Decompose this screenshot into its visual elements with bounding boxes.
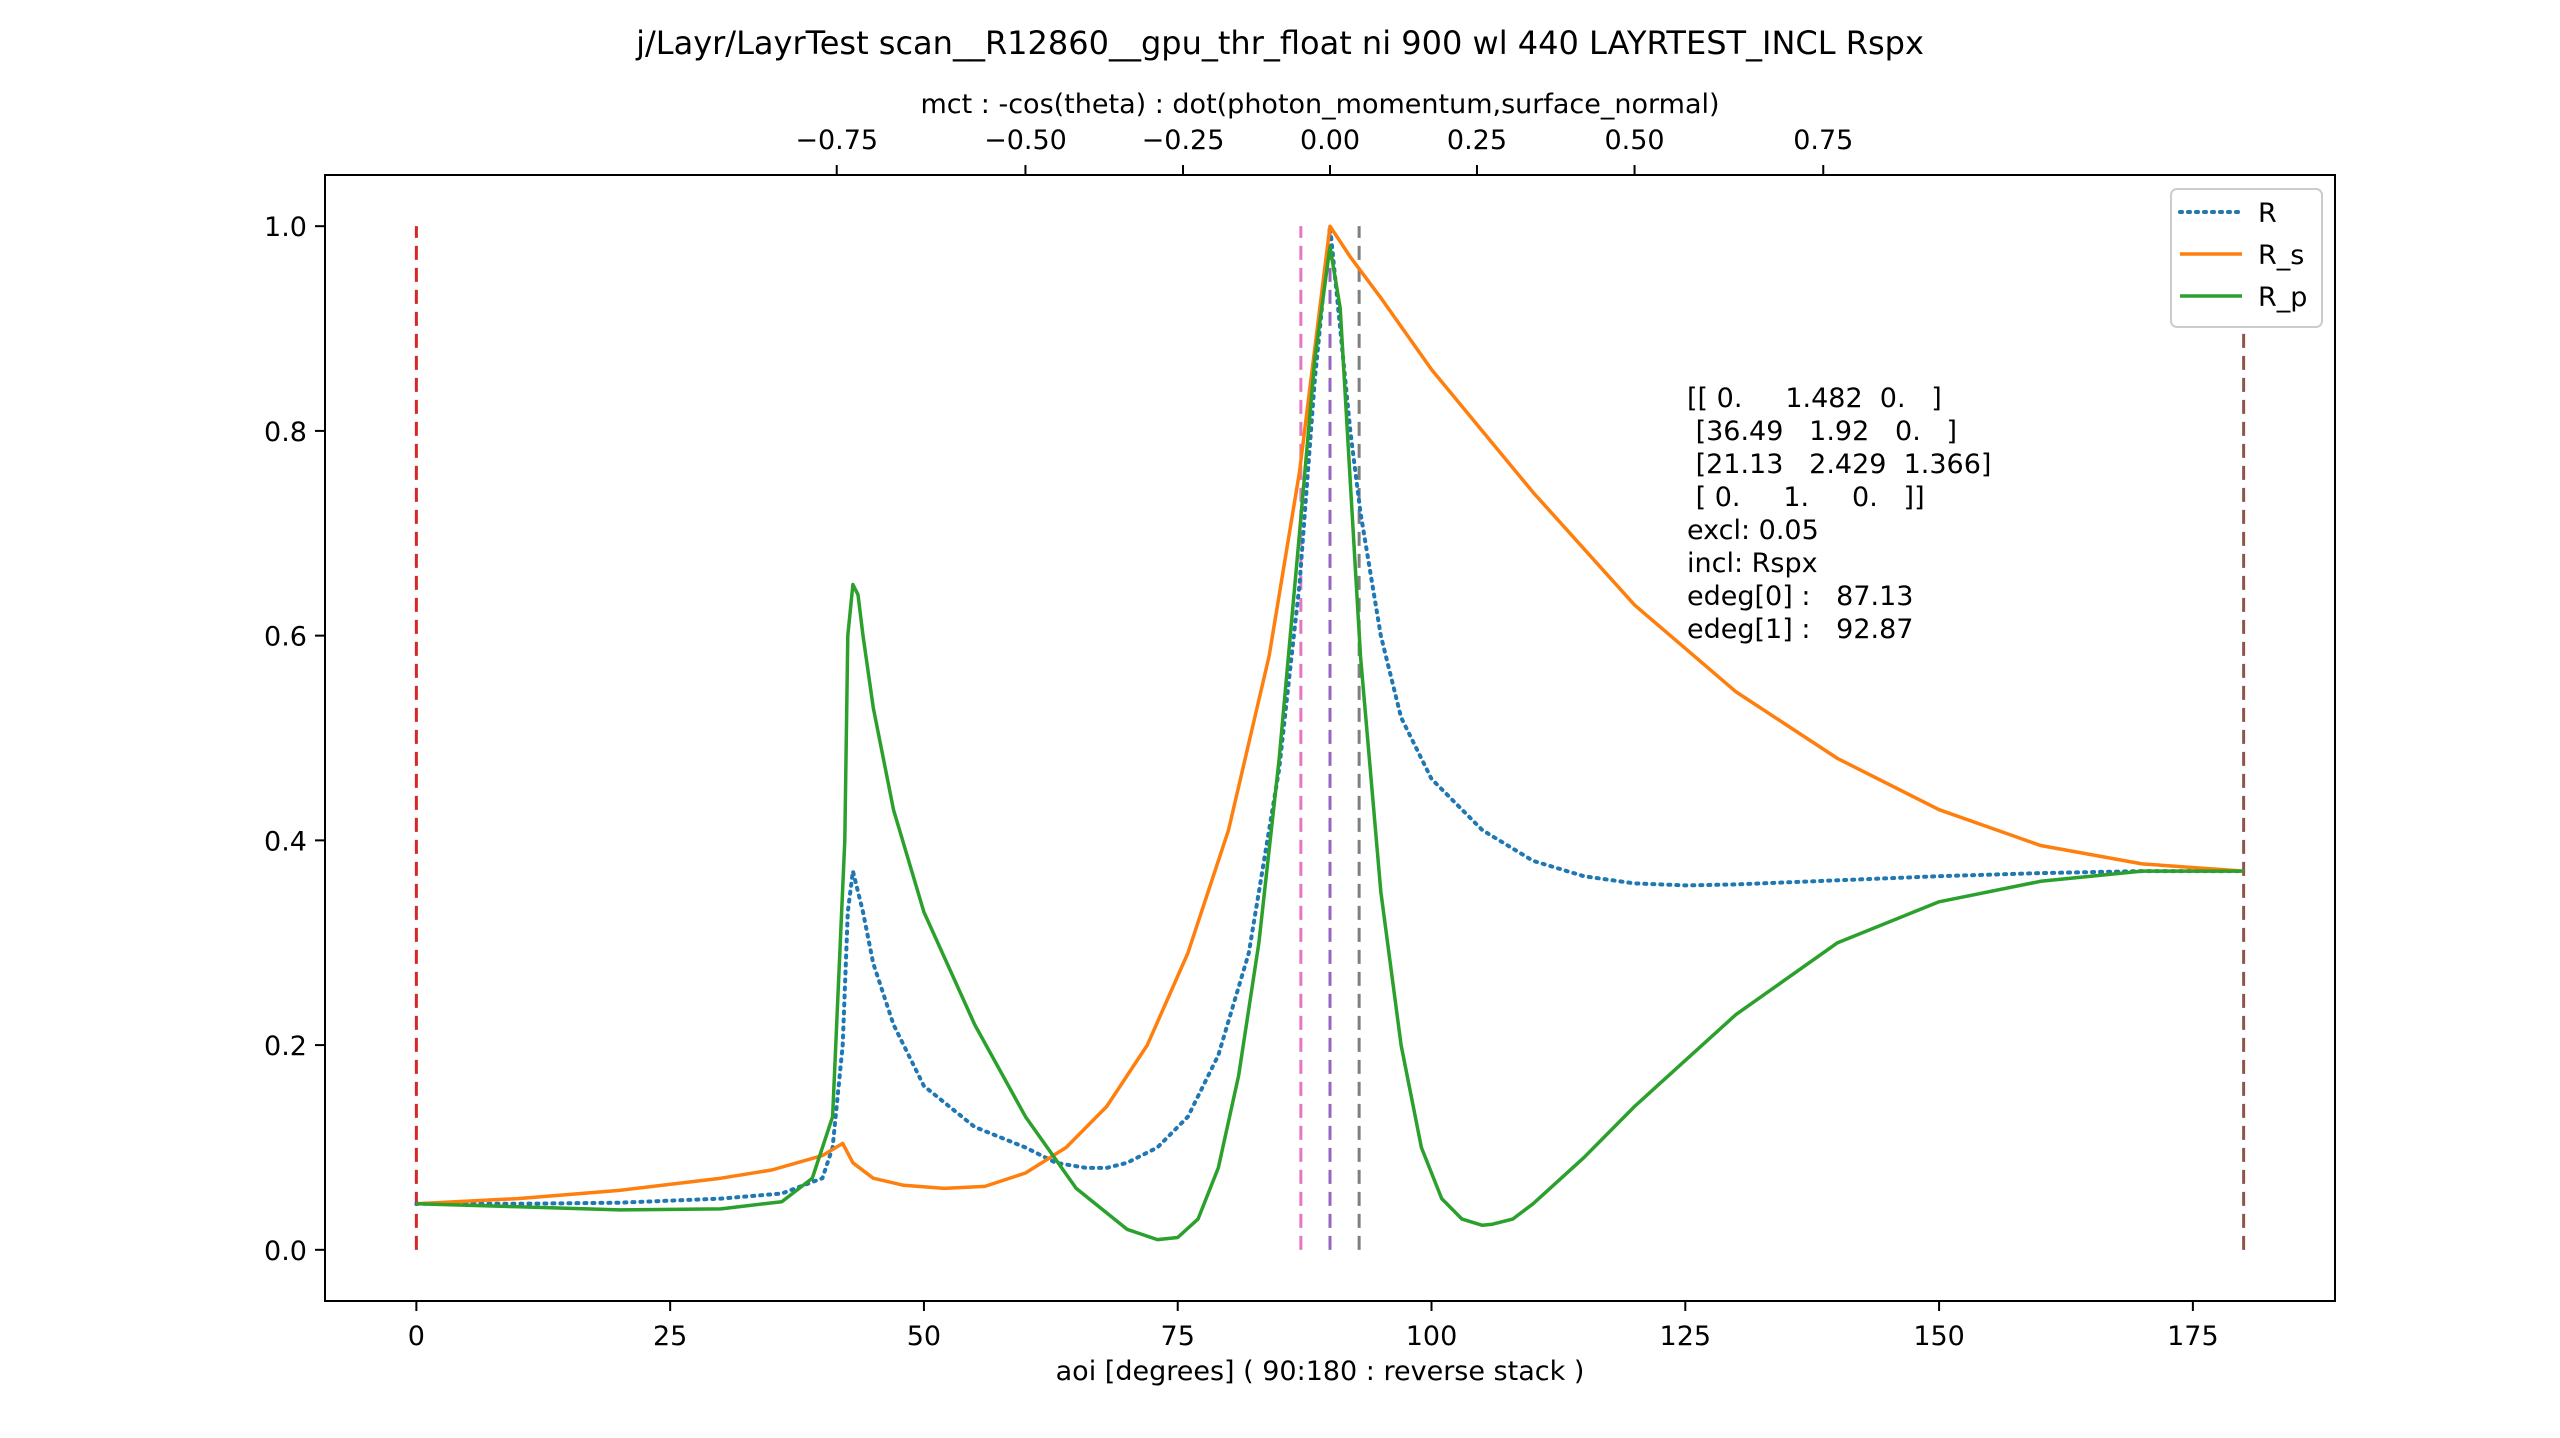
annotation-line: [36.49 1.92 0. ]: [1687, 416, 1957, 447]
top-tick-label: 0.25: [1447, 125, 1507, 156]
x-tick-label: 0: [408, 1321, 425, 1352]
y-tick-label: 1.0: [264, 212, 307, 243]
annotation-line: incl: Rspx: [1687, 548, 1818, 579]
top-tick-label: 0.75: [1793, 125, 1853, 156]
x-tick-label: 50: [907, 1321, 941, 1352]
x-tick-label: 175: [2167, 1321, 2219, 1352]
x-tick-label: 100: [1406, 1321, 1458, 1352]
legend-label: R_p: [2258, 282, 2307, 313]
series-line-r-p: [416, 244, 2244, 1242]
annotation-text: [[ 0. 1.482 0. ] [36.49 1.92 0. ] [21.13…: [1687, 383, 1991, 645]
top-tick-label: −0.75: [795, 125, 878, 156]
top-tick-label: 0.50: [1604, 125, 1664, 156]
legend-label: R: [2258, 198, 2277, 229]
legend-label: R_s: [2258, 240, 2304, 271]
top-tick-label: −0.25: [1142, 125, 1225, 156]
y-tick-label: 0.2: [264, 1031, 307, 1062]
vertical-lines: [414, 226, 2246, 1250]
series-line-r: [414, 224, 2246, 1206]
series-lines: [414, 224, 2246, 1242]
annotation-line: excl: 0.05: [1687, 515, 1819, 546]
y-tick-label: 0.8: [264, 417, 307, 448]
x-tick-label: 75: [1161, 1321, 1195, 1352]
legend: R R_s R_p: [2170, 188, 2323, 328]
x-tick-label: 125: [1660, 1321, 1712, 1352]
top-axis-ticks: −0.75 −0.50 −0.25 0.00 0.25 0.50 0.75: [795, 125, 1853, 175]
top-tick-label: 0.00: [1300, 125, 1360, 156]
y-tick-label: 0.0: [264, 1236, 307, 1267]
chart-title: j/Layr/LayrTest scan__R12860__gpu_thr_fl…: [635, 24, 1924, 62]
top-x-axis-label: mct : -cos(theta) : dot(photon_momentum,…: [920, 89, 1719, 120]
y-tick-label: 0.4: [264, 826, 307, 857]
legend-box: [2170, 188, 2323, 328]
y-axis-ticks: 0.0 0.2 0.4 0.6 0.8 1.0: [264, 212, 325, 1267]
x-tick-label: 25: [653, 1321, 687, 1352]
axes-frame: [324, 174, 2336, 1302]
annotation-line: edeg[1] : 92.87: [1687, 614, 1913, 645]
annotation-line: [ 0. 1. 0. ]]: [1687, 482, 1925, 513]
x-tick-label: 150: [1913, 1321, 1965, 1352]
annotation-line: [21.13 2.429 1.366]: [1687, 449, 1991, 480]
plot-area: [414, 224, 2246, 1250]
x-axis-ticks: 0 25 50 75 100 125 150 175: [408, 1301, 2219, 1352]
top-tick-label: −0.50: [984, 125, 1067, 156]
y-tick-label: 0.6: [264, 622, 307, 653]
annotation-line: edeg[0] : 87.13: [1687, 581, 1913, 612]
x-axis-label: aoi [degrees] ( 90:180 : reverse stack ): [1056, 1356, 1585, 1387]
annotation-line: [[ 0. 1.482 0. ]: [1687, 383, 1942, 414]
series-line-r-s: [416, 224, 2244, 1206]
